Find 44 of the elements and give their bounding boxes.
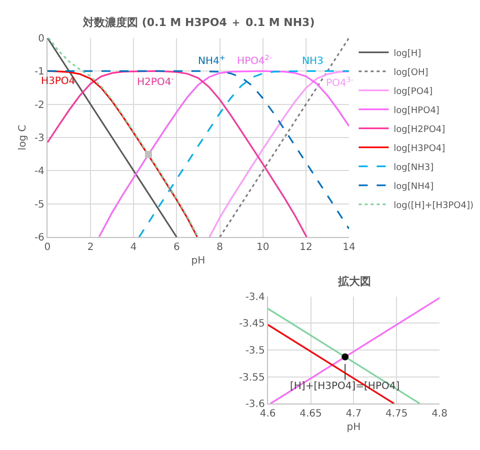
y-tick-label: -2 (34, 100, 44, 111)
y-tick-label: -3.55 (238, 372, 265, 384)
y-tick-label: -3 (34, 133, 44, 144)
annotation: PO4$^{3-}$ (326, 76, 354, 90)
legend-label: log[H] (394, 48, 422, 59)
annotation: NH4$^{+}$ (198, 54, 226, 68)
legend-label: log([H]+[H3PO4]) (394, 200, 474, 211)
legend-label: log[H3PO4] (394, 144, 446, 154)
x-tick-label: 4.7 (346, 408, 362, 420)
y-tick-label: -3.5 (245, 345, 265, 356)
legend-label: log[NH4] (394, 182, 434, 192)
x-tick-label: 12 (300, 242, 312, 254)
y-tick-label: -3.45 (238, 318, 265, 330)
x-tick-label: 14 (342, 242, 356, 254)
annotation: HPO4$^{2-}$ (237, 54, 272, 68)
x-tick-label: 4 (130, 242, 137, 254)
y-tick-label: -6 (34, 232, 44, 244)
y-axis-title: log C (17, 124, 28, 150)
x-tick-label: 2 (87, 242, 94, 254)
legend-label: log[PO4] (394, 86, 433, 97)
y-tick-label: -3.6 (245, 399, 265, 410)
annotation: NH3 (302, 56, 324, 67)
annotation: H2PO4$^{-}$ (137, 75, 174, 88)
x-tick-label: 4.8 (432, 408, 448, 420)
chart-title: 対数濃度図 (0.1 M H3PO4 ＋ 0.1 M NH3) (82, 16, 315, 29)
legend-label: log[HPO4] (394, 106, 440, 116)
legend-label: log[H2PO4] (394, 124, 446, 135)
x-tick-label: 8 (216, 242, 223, 254)
x-axis-title: pH (191, 256, 206, 267)
y-tick-label: -4 (34, 166, 44, 178)
x-tick-label: 10 (256, 242, 270, 254)
y-tick-label: -5 (34, 199, 44, 210)
y-tick-label: -1 (34, 66, 44, 78)
legend-label: log[OH] (394, 68, 428, 78)
y-tick-label: 0 (38, 33, 44, 44)
x-axis-title: pH (346, 422, 361, 434)
x-tick-label: 4.65 (300, 408, 322, 420)
annotation: H3PO4 (41, 76, 76, 87)
x-tick-label: 4.6 (260, 408, 276, 420)
legend-label: log[NH3] (394, 162, 434, 173)
y-tick-label: -3.4 (245, 292, 265, 303)
x-tick-label: 6 (174, 242, 180, 254)
chart-title: 拡大図 (337, 275, 371, 288)
x-tick-label: 4.75 (385, 408, 408, 420)
